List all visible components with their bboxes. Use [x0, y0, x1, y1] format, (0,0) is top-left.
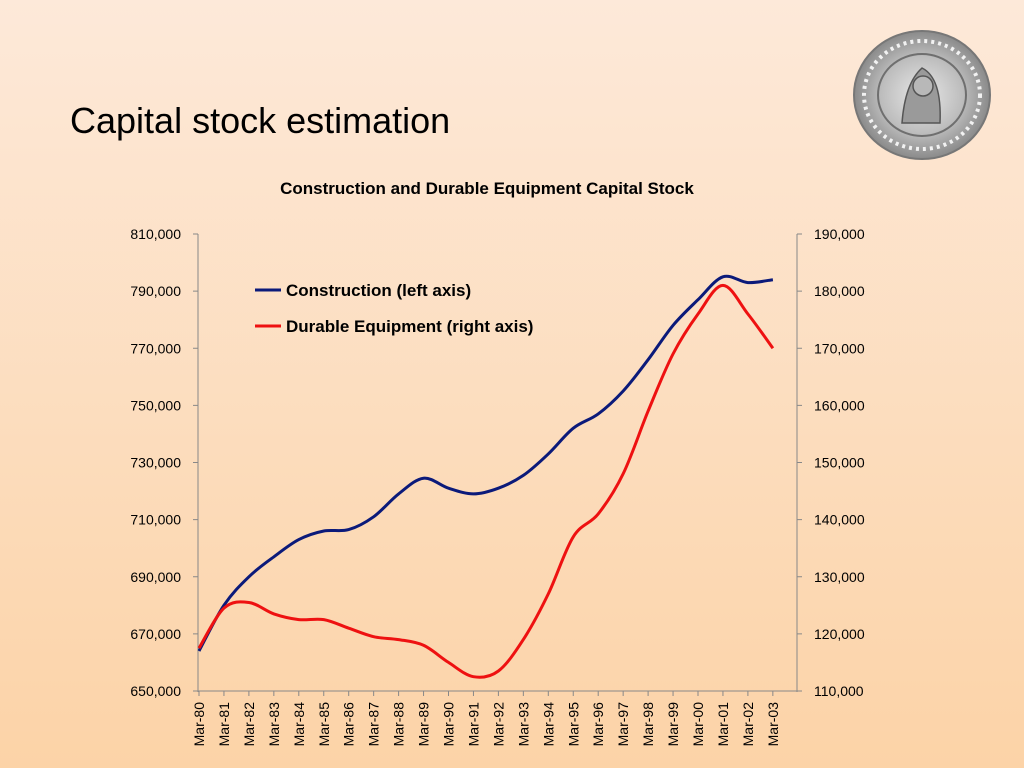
x-tick-label: Mar-85: [316, 702, 332, 747]
x-tick-label: Mar-80: [191, 702, 207, 747]
left-tick-label: 750,000: [130, 397, 181, 413]
x-tick-label: Mar-97: [615, 702, 631, 747]
x-tick-label: Mar-96: [590, 702, 606, 747]
x-tick-label: Mar-90: [441, 702, 457, 747]
legend-label-equipment: Durable Equipment (right axis): [286, 317, 533, 336]
left-tick-label: 770,000: [130, 340, 181, 356]
x-tick-label: Mar-01: [715, 702, 731, 747]
x-tick-label: Mar-98: [640, 702, 656, 747]
x-tick-label: Mar-86: [341, 702, 357, 747]
x-tick-label: Mar-95: [565, 702, 581, 747]
series-line-construction: [197, 274, 774, 652]
x-tick-label: Mar-03: [765, 702, 781, 747]
left-tick-label: 670,000: [130, 626, 181, 642]
right-tick-label: 130,000: [814, 569, 865, 585]
right-tick-label: 150,000: [814, 455, 865, 471]
x-tick-label: Mar-81: [216, 702, 232, 747]
x-tick-label: Mar-93: [515, 702, 531, 747]
left-tick-label: 730,000: [130, 455, 181, 471]
x-tick-label: Mar-91: [465, 702, 481, 747]
x-tick-label: Mar-84: [291, 702, 307, 747]
right-tick-label: 110,000: [814, 683, 864, 699]
x-tick-label: Mar-88: [391, 702, 407, 747]
left-tick-label: 810,000: [130, 226, 181, 242]
seal-logo: [853, 30, 991, 160]
legend-label-construction: Construction (left axis): [286, 281, 471, 300]
right-tick-label: 120,000: [814, 626, 865, 642]
x-tick-label: Mar-94: [540, 702, 556, 747]
right-tick-label: 170,000: [814, 340, 865, 356]
x-tick-label: Mar-82: [241, 702, 257, 747]
right-tick-label: 190,000: [814, 226, 865, 242]
chart-title: Construction and Durable Equipment Capit…: [280, 179, 694, 198]
x-tick-label: Mar-83: [266, 702, 282, 747]
left-tick-label: 790,000: [130, 283, 181, 299]
right-tick-label: 140,000: [814, 512, 865, 528]
x-tick-label: Mar-02: [740, 702, 756, 747]
legend: Construction (left axis) Durable Equipme…: [255, 281, 533, 336]
x-tick-label: Mar-92: [490, 702, 506, 747]
left-tick-label: 650,000: [130, 683, 181, 699]
slide-title: Capital stock estimation: [70, 100, 451, 141]
x-tick-label: Mar-99: [665, 702, 681, 747]
x-tick-label: Mar-00: [690, 702, 706, 747]
right-tick-label: 160,000: [814, 397, 865, 413]
right-tick-label: 180,000: [814, 283, 865, 299]
left-tick-label: 690,000: [130, 569, 181, 585]
x-tick-label: Mar-87: [366, 702, 382, 747]
x-tick-label: Mar-89: [416, 702, 432, 747]
series-line-equipment: [197, 283, 775, 679]
left-tick-label: 710,000: [130, 512, 181, 528]
